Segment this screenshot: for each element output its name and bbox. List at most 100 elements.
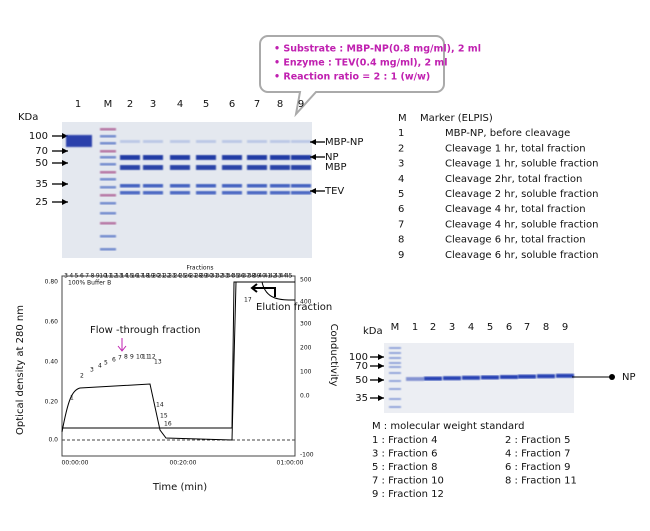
fraction-label: 6 [80, 273, 84, 280]
band [100, 248, 116, 251]
arrow-head [310, 188, 316, 194]
band [270, 155, 290, 160]
band [66, 135, 92, 147]
callout-text: • Reaction ratio = 2 : 1 (w/w) [274, 72, 430, 83]
mw-label: 25 [35, 197, 48, 208]
band [143, 140, 163, 143]
annotation: Elution fraction [256, 302, 332, 313]
arrow-head [378, 395, 384, 401]
band [389, 406, 401, 408]
fraction-label: 15 [126, 273, 134, 280]
band [389, 372, 401, 374]
arrow-head [62, 181, 68, 187]
band [100, 186, 116, 189]
band [389, 362, 401, 364]
kda-label: kDa [363, 326, 383, 337]
band [424, 376, 442, 381]
arrow-head [378, 354, 384, 360]
band [120, 165, 140, 170]
plot-area [61, 275, 296, 457]
legend-text: Cleavage 2hr, total fraction [445, 174, 582, 185]
legend-text: Cleavage 1 hr, total fraction [445, 143, 586, 154]
fraction-label: 28 [195, 273, 203, 280]
fraction-marker: 1 [70, 395, 74, 402]
fraction-label: 38 [248, 273, 256, 280]
fraction-label: 39 [253, 273, 261, 280]
y2-tick-label: -100 [300, 452, 314, 459]
lane-label: M [391, 322, 400, 333]
legend-text: 5 : Fraction 8 [372, 462, 438, 473]
band [170, 191, 190, 195]
mw-label: 50 [355, 375, 368, 386]
band [196, 155, 216, 160]
band [143, 155, 163, 160]
mw-label: 70 [355, 361, 368, 372]
lane-label: 3 [449, 322, 455, 333]
fraction-label: 43 [274, 273, 282, 280]
legend-text: Cleavage 1 hr, soluble fraction [445, 159, 598, 170]
fraction-marker: 6 [112, 357, 116, 364]
fraction-label: 32 [216, 273, 224, 280]
fraction-label: 42 [269, 273, 277, 280]
x-axis-title: Time (min) [152, 482, 207, 493]
legend-title: M : molecular weight standard [372, 421, 524, 432]
band [247, 184, 267, 188]
arrow-head [62, 199, 68, 205]
x-tick-label: 01:00:00 [277, 460, 304, 467]
band [270, 184, 290, 188]
band [100, 178, 116, 181]
cond-curve [62, 281, 295, 429]
fraction-marker: 17 [244, 297, 252, 304]
band [270, 165, 290, 170]
band [247, 165, 267, 170]
fraction-marker: 10 [136, 354, 144, 361]
legend-text: Cleavage 6 hr, soluble fraction [445, 250, 598, 261]
fraction-label: 14 [120, 273, 128, 280]
band [247, 155, 267, 160]
legend-text: 4 : Fraction 7 [505, 449, 571, 460]
band [247, 140, 267, 143]
arrow-head [378, 377, 384, 383]
fraction-marker: 11 [142, 354, 150, 361]
band [518, 374, 536, 379]
fraction-label: 19 [147, 273, 155, 280]
band-label: NP [325, 152, 339, 163]
band [170, 184, 190, 188]
axis-title: Fractions [186, 265, 213, 272]
band [120, 140, 140, 143]
fraction-label: 7 [85, 273, 89, 280]
band-label: TEV [324, 186, 344, 197]
fraction-label: 44 [279, 273, 287, 280]
legend-text: Cleavage 4 hr, soluble fraction [445, 219, 598, 230]
mw-label: 35 [355, 393, 368, 404]
band [389, 366, 401, 368]
y-tick-label: 0.20 [45, 399, 59, 406]
band [389, 380, 401, 382]
lane-label: 2 [127, 99, 133, 110]
band [143, 184, 163, 188]
legend-key: 7 [398, 219, 404, 230]
y-tick-label: 0.80 [45, 279, 59, 286]
band [170, 155, 190, 160]
band [100, 194, 116, 197]
band [100, 128, 116, 131]
y2-tick-label: 200 [300, 345, 312, 352]
band [222, 155, 242, 160]
band [389, 357, 401, 359]
legend-text: Cleavage 2 hr, soluble fraction [445, 189, 598, 200]
od-curve [61, 281, 296, 441]
band [100, 163, 116, 166]
callout-text: • Enzyme : TEV(0.4 mg/ml), 2 ml [274, 58, 448, 69]
fraction-label: 18 [142, 273, 150, 280]
x-tick-label: 00:00:00 [62, 460, 89, 467]
y2-tick-label: 500 [300, 277, 312, 284]
fraction-label: 41 [264, 273, 272, 280]
fraction-label: 25 [179, 273, 187, 280]
lane-label: 6 [506, 322, 512, 333]
band [291, 155, 311, 160]
band [170, 165, 190, 170]
fraction-label: 35 [232, 273, 240, 280]
mw-label: 35 [35, 179, 48, 190]
legend-key: 5 [398, 189, 404, 200]
